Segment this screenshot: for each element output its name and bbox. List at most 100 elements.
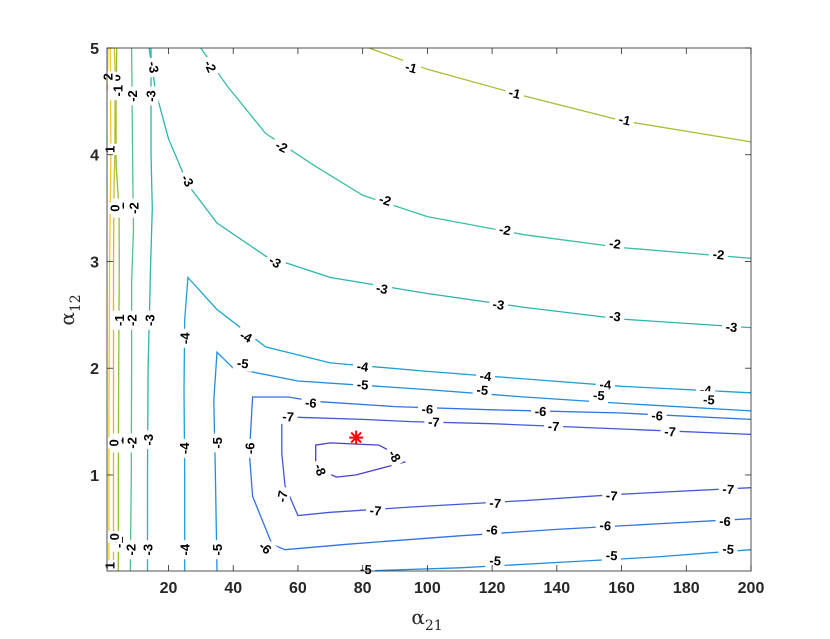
contour-label: -2 <box>712 246 725 262</box>
contour-label-group-8-3: -2 <box>123 433 140 453</box>
contour-label-background <box>106 531 123 543</box>
marker-stroke-3 <box>350 431 362 444</box>
contour-label-background <box>424 413 444 430</box>
contour-label: -5 <box>210 437 225 449</box>
contour-label-group-5-5: -6 <box>647 406 668 424</box>
contour-label-group-11-1: 1 <box>101 559 118 572</box>
contour-label: -5 <box>703 392 715 408</box>
contour-label-group-4-10: -5 <box>718 539 739 558</box>
x-tick-label: 160 <box>608 580 635 597</box>
y-tick-label: 3 <box>90 254 99 271</box>
y-tick-label: 5 <box>90 41 99 58</box>
contour-label: -3 <box>143 90 158 102</box>
contour-label-group-3-1: -4 <box>176 438 192 458</box>
contour-label: -8 <box>311 462 329 478</box>
contour-label-background <box>109 81 126 101</box>
contour-label-background <box>269 134 294 158</box>
y-axis-label-subscript: 12 <box>68 294 84 312</box>
contour-label-background <box>272 485 292 508</box>
contour-label: -2 <box>498 222 512 239</box>
contour-label-group-0-1: -1 <box>503 82 526 103</box>
contour-line-level--5-4-0 <box>213 350 752 572</box>
contour-label-background <box>278 407 299 425</box>
contour-label-group-4-7: -5 <box>355 560 376 578</box>
contour-label: -5 <box>356 377 369 393</box>
contour-label-background <box>475 366 496 385</box>
x-tick-label: 200 <box>738 580 765 597</box>
contour-label: -3 <box>725 319 738 335</box>
contour-label-group-1-4: -2 <box>604 234 626 253</box>
contour-label-background <box>588 386 609 404</box>
x-tick-label: 100 <box>414 580 441 597</box>
x-tick-label: 80 <box>354 580 372 597</box>
contour-label-background <box>241 438 258 458</box>
contour-label-background <box>718 539 739 558</box>
contour-label: -2 <box>125 314 140 326</box>
contour-label-background <box>383 443 407 468</box>
contour-label-background <box>660 422 680 440</box>
contour-label-background <box>503 82 526 103</box>
contour-label: -3 <box>141 434 156 446</box>
x-axis-label-symbol: α <box>411 605 425 629</box>
contour-label-group-2-8: -3 <box>141 310 158 330</box>
contour-label-background <box>604 234 626 253</box>
contour-label-group-2-2: -3 <box>263 249 288 274</box>
contour-label: -2 <box>124 544 139 556</box>
contour-label: 2 <box>101 73 116 80</box>
contour-label: -6 <box>599 518 612 534</box>
contour-label-background <box>176 438 192 458</box>
contour-label-group-6-7: -7 <box>601 486 622 504</box>
contour-label: -7 <box>282 409 294 425</box>
contour-label: -5 <box>476 382 489 398</box>
contour-label-group-2-9: -3 <box>139 430 156 450</box>
contour-label-group-4-6: -5 <box>698 390 719 408</box>
contour-label: -1 <box>111 85 126 97</box>
contour-label-group-3-3: -4 <box>234 324 259 348</box>
contour-label-group-9-2: -1 <box>111 310 127 330</box>
contour-label: 0 <box>108 74 123 81</box>
contour-label-group-2-1: -3 <box>176 168 200 193</box>
contour-label-group-8-1: -2 <box>125 198 142 218</box>
contour-label: -5 <box>605 548 618 564</box>
contour-label: -2 <box>125 437 140 449</box>
contour-label-background <box>352 375 373 393</box>
contour-label-background <box>365 501 386 519</box>
contour-label-background <box>209 433 225 453</box>
contour-line-level-0-10-0 <box>112 47 116 571</box>
contour-label: -4 <box>356 358 370 374</box>
contour-label-background <box>123 86 140 106</box>
y-tick-label: 2 <box>90 361 99 378</box>
contour-label-group-8-0: -2 <box>123 86 140 106</box>
contour-label-group-4-2: -5 <box>232 353 254 372</box>
x-tick-label: 120 <box>479 580 506 597</box>
contour-label-background <box>99 71 116 83</box>
contour-label: -2 <box>608 236 622 252</box>
contour-label: -2 <box>201 58 219 75</box>
contour-label-group-2-10: -3 <box>139 540 156 560</box>
contour-label-group-4-3: -5 <box>352 375 373 393</box>
contour-label: 0 <box>107 439 122 446</box>
contour-label: -1 <box>404 59 419 76</box>
contour-label: 0 <box>107 533 122 540</box>
contour-label: -7 <box>664 424 676 439</box>
contour-label-group-1-1: -2 <box>269 134 294 158</box>
y-axis-label-symbol: α <box>55 312 79 326</box>
contour-label: -4 <box>479 368 493 384</box>
contour-label: -6 <box>719 513 732 529</box>
contour-label: -1 <box>617 111 631 128</box>
contour-label-background <box>101 559 118 572</box>
contour-label-background <box>613 109 636 130</box>
contour-label: -7 <box>722 481 735 497</box>
contour-label-group-5-8: -6 <box>715 512 736 530</box>
contour-label-group-2-5: -3 <box>604 306 626 325</box>
contour-label: -7 <box>605 488 618 504</box>
contour-label-group-4-4: -5 <box>472 380 493 399</box>
contour-label: -6 <box>651 408 663 424</box>
contour-label: 1 <box>103 146 118 153</box>
contour-label: -7 <box>369 503 382 519</box>
contour-line-level--2-1-0 <box>200 47 752 259</box>
contour-label: 1 <box>102 562 117 569</box>
contour-label-background <box>472 380 493 399</box>
contour-label-background <box>176 328 193 348</box>
contour-label-background <box>106 202 123 214</box>
